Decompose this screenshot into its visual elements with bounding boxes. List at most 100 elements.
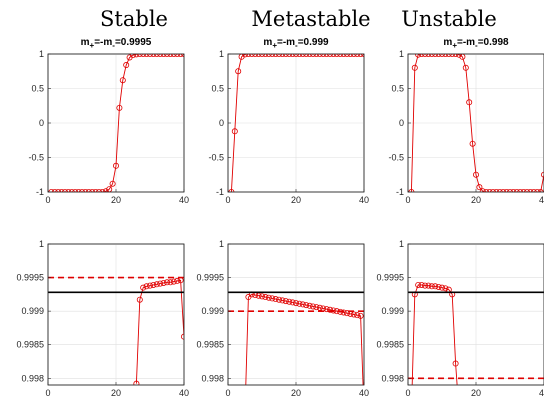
subtitle-part-mid: =-m: [457, 37, 475, 48]
data-point: [432, 283, 439, 290]
panel-r2c2: 0 20 40 0.998 0.9985 0.999 0.9995 1: [196, 239, 369, 398]
panel-r1c3: 0 20 40 -1 -0.5 0 0.5 1 m+=-m-=0.998: [388, 37, 544, 205]
data-point: [133, 380, 140, 385]
data-point: [326, 306, 333, 313]
data-point: [442, 285, 449, 292]
data-point: [140, 284, 147, 291]
data-point: [143, 283, 150, 290]
data-point: [428, 283, 435, 290]
x-tick-label: 40: [359, 195, 369, 205]
data-point: [289, 299, 296, 306]
y-tick-label: 1: [219, 239, 224, 249]
x-tick-label: 40: [539, 388, 544, 398]
subtitle-part-sub: +: [90, 41, 95, 50]
y-tick-label: 0.9995: [376, 273, 404, 283]
data-point: [357, 312, 364, 319]
panel-r1c2: 0 20 40 -1 -0.5 0 0.5 1 m+=-m-=0.999: [208, 37, 369, 205]
data-point: [343, 310, 350, 317]
subtitle-part-post: =0.9995: [115, 37, 152, 48]
y-tick-label: 0.998: [201, 373, 224, 383]
data-point: [462, 64, 469, 71]
x-tick-label: 20: [111, 195, 121, 205]
panel-r2c3: 0 20 40 0.998 0.9985 0.999 0.9995 1: [376, 239, 544, 398]
x-tick-label: 20: [471, 195, 481, 205]
data-point: [116, 104, 123, 111]
y-tick-label: -0.5: [388, 153, 404, 163]
y-tick-label: 0.999: [201, 306, 224, 316]
y-tick-label: 0: [399, 118, 404, 128]
y-tick-label: 0.998: [381, 373, 404, 383]
x-tick-label: 20: [111, 388, 121, 398]
data-point: [286, 298, 293, 305]
y-tick-label: 0.9995: [16, 273, 44, 283]
data-point: [306, 302, 313, 309]
data-point: [275, 296, 282, 303]
data-point: [113, 162, 120, 169]
y-tick-label: 0.998: [21, 373, 44, 383]
data-point: [119, 77, 126, 84]
data-point: [323, 306, 330, 313]
data-point: [269, 295, 276, 302]
y-tick-label: 0.999: [21, 306, 44, 316]
subtitle-part-pre: m: [443, 37, 452, 48]
x-tick-label: 40: [179, 388, 189, 398]
panel-subtitle: m+=-m-=0.998: [443, 37, 509, 50]
x-tick-label: 0: [225, 388, 230, 398]
y-tick-label: 1: [219, 49, 224, 59]
y-tick-label: -1: [216, 187, 224, 197]
data-point: [136, 296, 143, 303]
data-point: [472, 171, 479, 178]
series-line: [411, 284, 458, 385]
subtitle-part-sub: +: [452, 41, 457, 50]
column-title-unstable: Unstable: [401, 7, 497, 31]
subtitle-part-sub: +: [272, 41, 277, 50]
x-tick-label: 40: [539, 195, 544, 205]
data-point: [476, 184, 483, 191]
data-point: [258, 293, 265, 300]
data-point: [418, 281, 425, 288]
y-tick-label: 1: [39, 49, 44, 59]
y-tick-label: 0.5: [31, 84, 44, 94]
data-point: [235, 68, 242, 75]
plot-area: [408, 281, 544, 385]
y-tick-label: 0: [219, 118, 224, 128]
column-title-stable: Stable: [100, 7, 168, 31]
data-point: [541, 171, 544, 178]
column-title-metastable: Metastable: [251, 7, 370, 31]
data-point: [160, 279, 167, 286]
data-point: [425, 282, 432, 289]
data-point: [303, 302, 310, 309]
y-tick-label: 1: [39, 239, 44, 249]
data-point: [452, 360, 459, 367]
y-tick-label: 1: [399, 49, 404, 59]
data-point: [299, 301, 306, 308]
y-tick-label: 0.9985: [16, 340, 44, 350]
y-tick-label: -0.5: [208, 153, 224, 163]
data-point: [167, 279, 174, 286]
x-tick-label: 20: [471, 388, 481, 398]
y-tick-label: 0.9985: [196, 340, 224, 350]
y-tick-label: 0.5: [211, 84, 224, 94]
y-tick-label: 0.5: [391, 84, 404, 94]
x-tick-label: 0: [45, 195, 50, 205]
subtitle-part-sub2: -: [112, 41, 115, 50]
data-point: [279, 297, 286, 304]
data-point: [438, 284, 445, 291]
data-point: [456, 54, 462, 58]
data-point: [109, 180, 116, 187]
x-tick-label: 40: [179, 195, 189, 205]
data-point: [265, 294, 272, 301]
data-point: [466, 99, 473, 106]
plot-area: [228, 291, 364, 385]
data-point: [130, 54, 136, 59]
y-tick-label: 0.9995: [196, 273, 224, 283]
panel-r1c1: 0 20 40 -1 -0.5 0 0.5 1 m+=-m-=0.9995: [28, 37, 189, 205]
data-point: [415, 281, 422, 288]
data-point: [309, 303, 316, 310]
data-point: [479, 188, 486, 192]
y-tick-label: -0.5: [28, 153, 44, 163]
data-point: [272, 296, 279, 303]
y-tick-label: 0.9985: [376, 340, 404, 350]
y-tick-label: 0.999: [381, 306, 404, 316]
x-tick-label: 20: [291, 195, 301, 205]
